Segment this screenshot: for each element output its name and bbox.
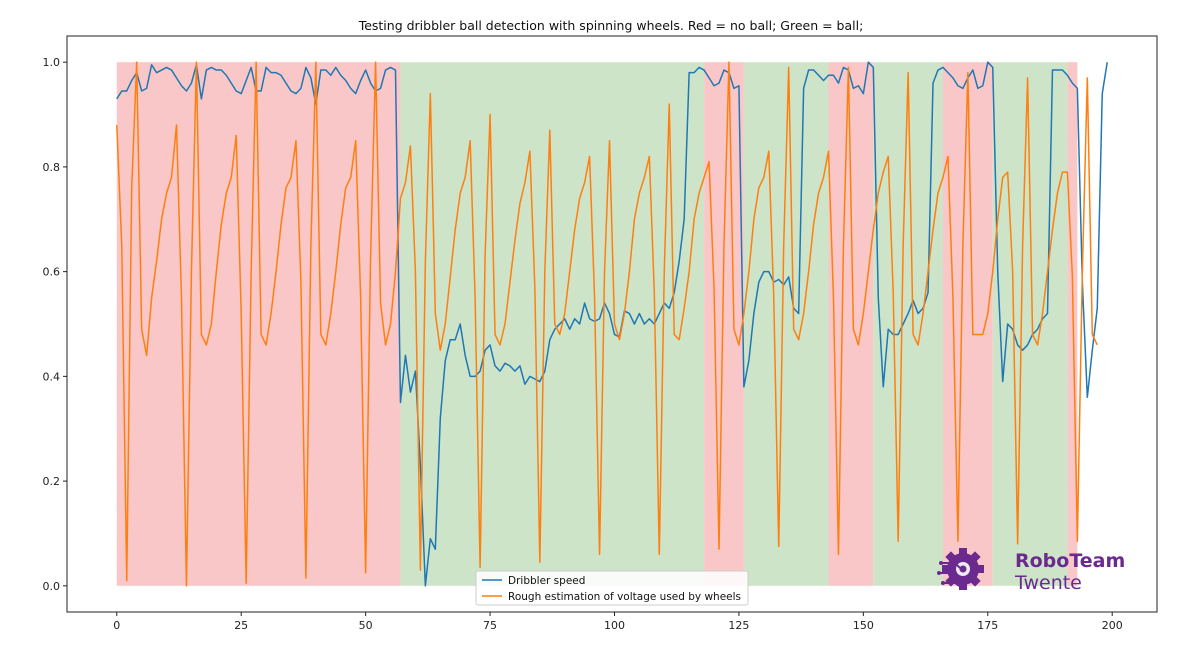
x-tick-label: 125 [728,619,749,632]
x-tick-label: 50 [359,619,373,632]
legend: Dribbler speed Rough estimation of volta… [475,570,749,606]
region-no-ball-0 [116,62,401,586]
y-tick-label: 0.0 [43,580,61,593]
series-line-1 [116,61,1098,587]
x-tick-label: 150 [853,619,874,632]
legend-label-voltage: Rough estimation of voltage used by whee… [508,591,741,603]
region-ball-7 [992,62,1068,586]
logo-text-twente: Twente [1014,572,1082,594]
legend-label-dribbler-speed: Dribbler speed [508,575,585,587]
y-tick-label: 0.8 [43,161,61,174]
y-tick-label: 0.4 [43,370,61,383]
legend-box [475,570,749,606]
region-ball-5 [873,62,943,586]
x-tick-label: 0 [113,619,120,632]
region-no-ball-4 [828,62,874,586]
plot-frame [66,35,1158,613]
x-tick-label: 100 [604,619,625,632]
x-tick-label: 25 [234,619,248,632]
gear-icon [937,548,984,590]
x-axis: 0 25 50 75 100 125 150 175 200 [113,612,1123,632]
region-no-ball-8 [1067,62,1078,586]
chart-title: Testing dribbler ball detection with spi… [358,18,864,33]
region-no-ball-6 [942,62,993,586]
roboteam-logo: RoboTeam Twente [937,548,1125,594]
y-tick-label: 0.2 [43,475,61,488]
plot-area [116,61,1108,587]
y-axis: 0.0 0.2 0.4 0.6 0.8 1.0 [43,56,67,593]
series-line-0 [116,61,1108,587]
x-tick-label: 200 [1102,619,1123,632]
x-tick-label: 75 [483,619,497,632]
logo-text-roboteam: RoboTeam [1015,550,1125,572]
y-tick-label: 0.6 [43,266,61,279]
region-no-ball-2 [704,62,744,586]
x-tick-label: 175 [977,619,998,632]
y-tick-label: 1.0 [43,56,61,69]
